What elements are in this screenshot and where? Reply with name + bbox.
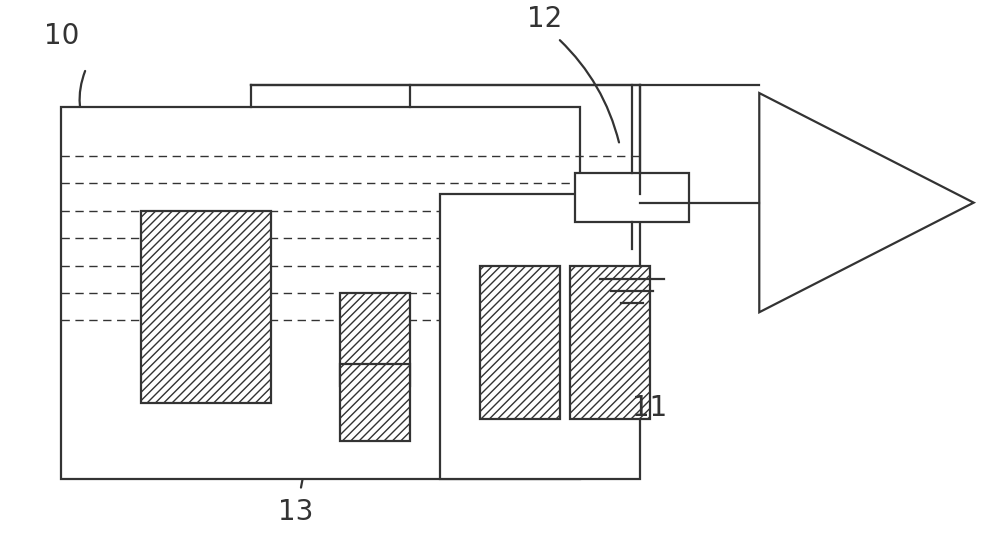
- FancyArrowPatch shape: [301, 399, 363, 487]
- Text: 13: 13: [278, 498, 313, 526]
- FancyArrowPatch shape: [560, 40, 619, 142]
- Text: 11: 11: [632, 394, 667, 422]
- Text: 12: 12: [527, 5, 562, 33]
- Bar: [141, 211, 271, 402]
- Bar: [340, 364, 410, 441]
- FancyArrowPatch shape: [597, 343, 646, 386]
- Bar: [575, 173, 689, 222]
- Bar: [340, 293, 410, 386]
- Bar: [480, 266, 560, 419]
- Bar: [570, 266, 650, 419]
- FancyArrowPatch shape: [80, 71, 90, 137]
- Bar: [61, 107, 580, 479]
- Bar: [440, 194, 640, 479]
- Text: 10: 10: [44, 22, 79, 50]
